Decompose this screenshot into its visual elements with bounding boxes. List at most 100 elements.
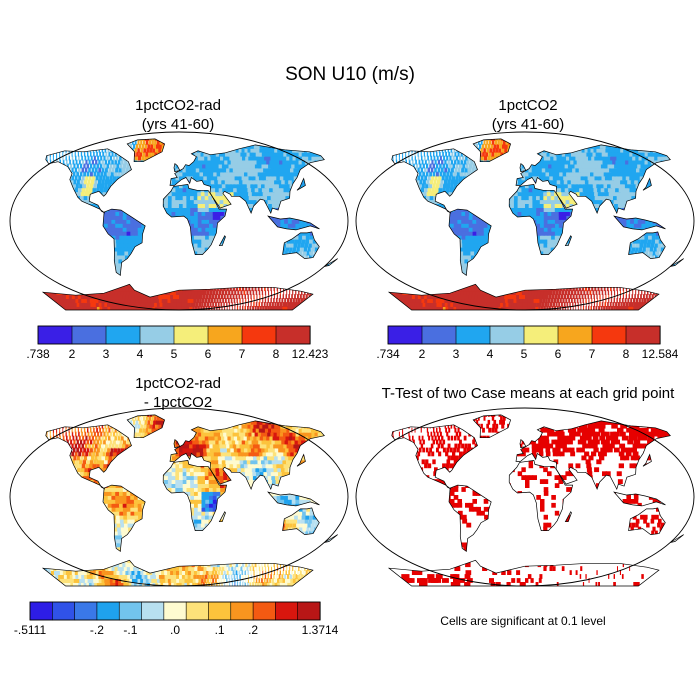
grid-cell xyxy=(46,266,54,272)
grid-cell xyxy=(632,266,636,272)
grid-cell xyxy=(322,195,328,201)
grid-cell xyxy=(312,203,318,208)
grid-cell xyxy=(106,163,110,169)
grid-cell xyxy=(220,207,225,212)
grid-cell xyxy=(123,199,128,204)
grid-cell xyxy=(81,219,86,224)
grid-cell xyxy=(101,242,107,248)
grid-cell xyxy=(85,187,89,193)
grid-cell xyxy=(98,159,101,165)
grid-cell xyxy=(279,138,288,141)
grid-cell xyxy=(480,294,486,299)
grid-cell xyxy=(25,172,27,177)
grid-cell xyxy=(214,282,218,288)
grid-cell xyxy=(308,254,312,260)
grid-cell xyxy=(210,298,213,303)
grid-cell xyxy=(249,242,254,248)
grid-cell xyxy=(482,306,488,310)
grid-cell xyxy=(68,195,73,201)
grid-cell xyxy=(326,270,328,276)
grid-cell xyxy=(142,250,148,256)
grid-cell xyxy=(46,199,50,204)
grid-cell xyxy=(75,139,78,145)
grid-cell xyxy=(306,226,311,232)
grid-cell xyxy=(594,278,597,284)
grid-cell xyxy=(72,159,75,165)
grid-cell xyxy=(285,171,291,177)
grid-cell xyxy=(43,203,46,208)
grid-cell xyxy=(80,278,87,284)
grid-cell xyxy=(147,175,152,181)
grid-cell xyxy=(216,274,220,280)
grid-cell xyxy=(104,147,107,153)
grid-cell xyxy=(593,302,595,307)
grid-cell xyxy=(302,143,311,149)
grid-cell xyxy=(584,278,588,284)
grid-cell xyxy=(258,187,264,193)
grid-cell xyxy=(254,219,259,224)
grid-cell xyxy=(205,167,211,173)
grid-cell xyxy=(276,223,281,228)
grid-cell xyxy=(296,258,300,264)
grid-cell xyxy=(330,187,337,193)
grid-cell xyxy=(648,270,651,276)
grid-cell xyxy=(499,286,505,292)
grid-cell xyxy=(331,234,336,240)
grid-cell xyxy=(305,187,311,193)
grid-cell xyxy=(269,175,275,181)
grid-cell xyxy=(208,159,213,165)
grid-cell xyxy=(194,306,198,310)
grid-cell xyxy=(535,306,539,310)
grid-cell xyxy=(208,195,213,201)
grid-cell xyxy=(223,246,228,252)
grid-cell xyxy=(153,250,159,256)
grid-cell xyxy=(173,298,177,303)
grid-cell xyxy=(487,286,493,292)
grid-cell xyxy=(131,242,136,248)
grid-cell xyxy=(290,274,292,280)
grid-cell xyxy=(287,302,291,307)
grid-cell xyxy=(271,203,277,208)
grid-cell xyxy=(194,151,199,157)
grid-cell xyxy=(238,230,244,236)
grid-cell xyxy=(424,286,431,292)
grid-cell xyxy=(204,282,209,288)
grid-cell xyxy=(141,138,144,141)
grid-cell xyxy=(193,238,199,244)
grid-cell xyxy=(74,151,76,157)
grid-cell xyxy=(340,215,345,220)
grid-cell xyxy=(580,266,584,272)
grid-cell xyxy=(43,219,49,224)
grid-cell xyxy=(123,151,127,157)
grid-cell xyxy=(153,191,158,197)
grid-cell xyxy=(252,151,259,157)
grid-cell xyxy=(262,250,267,256)
grid-cell xyxy=(389,278,397,284)
grid-cell xyxy=(45,171,48,177)
grid-cell xyxy=(179,274,184,280)
grid-cell xyxy=(251,254,255,260)
grid-cell xyxy=(289,242,294,248)
grid-cell xyxy=(156,139,160,145)
grid-cell xyxy=(77,230,83,236)
grid-cell xyxy=(292,138,302,141)
grid-cell xyxy=(73,219,79,224)
grid-cell xyxy=(437,274,444,280)
grid-cell xyxy=(188,282,193,288)
grid-cell xyxy=(185,294,189,299)
grid-cell xyxy=(74,187,78,193)
grid-cell xyxy=(69,250,76,256)
grid-cell xyxy=(60,163,62,169)
grid-cell xyxy=(592,282,596,288)
grid-cell xyxy=(550,282,555,288)
grid-cell xyxy=(231,266,235,272)
grid-cell xyxy=(530,306,534,310)
grid-cell xyxy=(31,168,33,173)
grid-cell xyxy=(201,286,205,292)
grid-cell xyxy=(283,211,289,216)
grid-cell xyxy=(46,175,50,181)
grid-cell xyxy=(43,207,46,212)
grid-cell xyxy=(262,175,268,181)
grid-cell xyxy=(134,207,139,212)
grid-cell xyxy=(85,207,90,212)
